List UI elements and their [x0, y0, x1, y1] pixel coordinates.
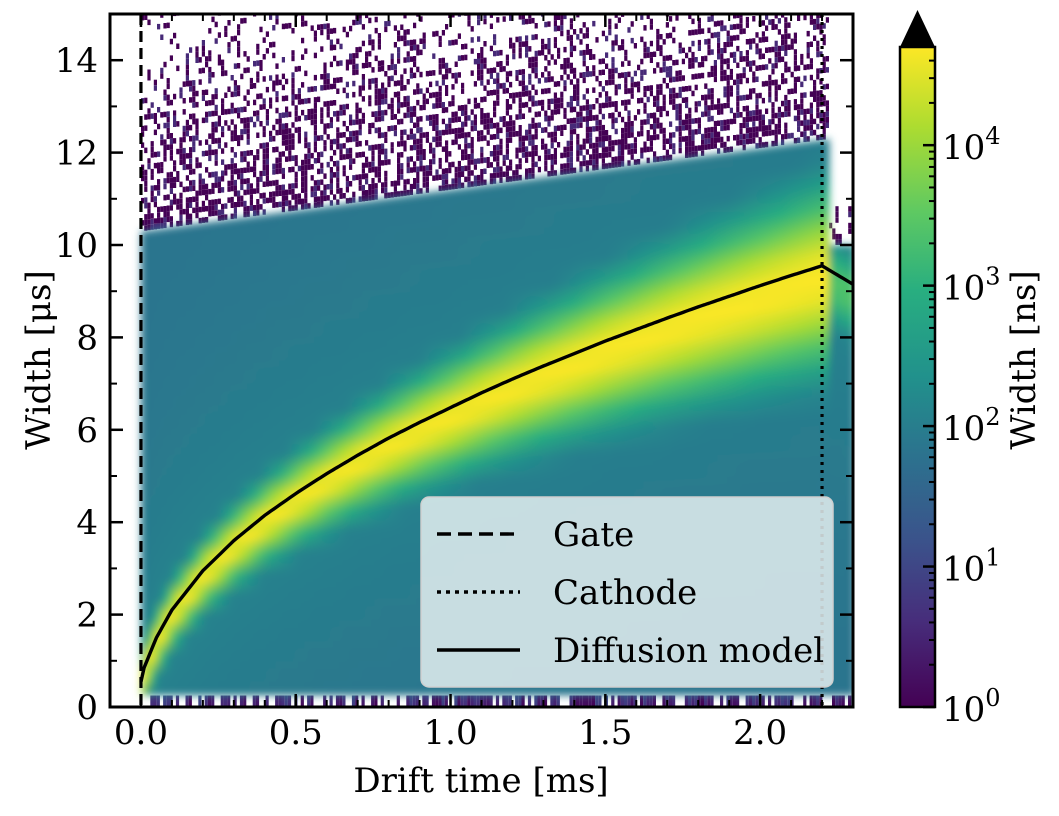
y-tick: 12	[55, 134, 853, 174]
y-tick: 0	[76, 688, 853, 728]
legend-entry: Diffusion model	[437, 631, 824, 671]
diffusion-model-line	[139, 263, 853, 682]
x-tick: 2.0	[733, 14, 787, 753]
colorbar-tick: 100	[923, 684, 1001, 730]
colorbar-extend-arrow	[900, 10, 935, 47]
legend-label: Cathode	[553, 573, 697, 613]
y-tick-label: 4	[76, 503, 98, 543]
y-tick-label: 10	[55, 226, 98, 266]
colorbar-tick-label: 104	[942, 122, 1001, 168]
y-tick: 2	[76, 596, 853, 636]
y-axis-ticks: 0 2 4 6 8 10 12 14	[55, 41, 853, 728]
x-tick-label: 1.5	[578, 713, 632, 753]
y-tick-label: 14	[55, 41, 98, 81]
y-tick: 8	[76, 318, 853, 358]
legend-entry: Cathode	[437, 573, 697, 613]
x-tick-label: 2.0	[733, 713, 787, 753]
colorbar: 100 101 102 103 104	[898, 10, 1001, 730]
x-tick: 1.5	[578, 14, 632, 753]
y-tick-label: 12	[55, 134, 98, 174]
y-tick: 14	[55, 41, 853, 81]
legend-entry: Gate	[437, 515, 634, 555]
legend-box	[420, 496, 834, 688]
legend: Gate Cathode Diffusion model	[420, 496, 834, 688]
x-tick-label: 0.5	[269, 713, 323, 753]
legend-label: Gate	[553, 515, 634, 555]
y-tick-label: 2	[76, 596, 98, 636]
legend-label: Diffusion model	[553, 631, 824, 671]
x-tick-label: 1.0	[424, 713, 478, 753]
x-axis-label: Drift time [ms]	[353, 761, 608, 801]
diffusion-model-series	[139, 263, 853, 682]
y-tick-label: 8	[76, 318, 98, 358]
y-tick: 10	[55, 226, 853, 266]
y-tick: 4	[76, 503, 853, 543]
x-tick-label: 0.0	[114, 713, 168, 753]
y-tick: 6	[76, 411, 853, 451]
x-axis-ticks: 0.0 0.5 1.0 1.5 2.0	[114, 14, 824, 753]
y-axis-label: Width [μs]	[19, 270, 59, 449]
y-tick-label: 0	[76, 688, 98, 728]
colorbar-tick-label: 101	[942, 544, 1001, 590]
y-tick-label: 6	[76, 411, 98, 451]
colorbar-tick-label: 100	[942, 684, 1001, 730]
colorbar-tick-label: 102	[942, 403, 1001, 449]
colorbar-tick-label: 103	[942, 263, 1001, 309]
colorbar-label: Width [ns]	[1004, 270, 1044, 449]
heatmap	[141, 14, 853, 707]
